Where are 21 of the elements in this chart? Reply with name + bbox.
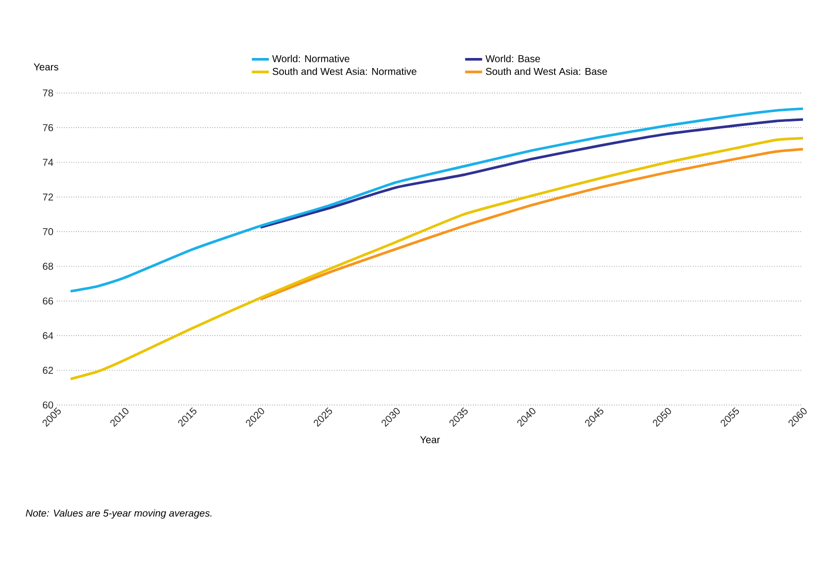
y-tick-label: 76 — [42, 124, 54, 132]
legend-label: World: Normative — [272, 54, 350, 62]
legend-label: World: Base — [485, 54, 540, 62]
y-tick-label: 74 — [42, 158, 54, 166]
text: Note: Values are 5-year moving averages. — [26, 509, 212, 519]
line-series — [259, 148, 803, 301]
y-tick-label: 72 — [42, 194, 53, 200]
y-tick-label: 64 — [42, 332, 54, 340]
line-series — [69, 107, 803, 293]
line-series — [259, 118, 803, 229]
x-axis-title: Year — [420, 436, 440, 444]
line-series — [69, 136, 803, 380]
y-axis-title: Years — [34, 64, 58, 70]
y-tick-label: 70 — [42, 228, 54, 236]
legend-label: South and West Asia: Base — [486, 68, 607, 75]
y-tick-label: 68 — [42, 262, 54, 270]
y-tick-label: 78 — [42, 89, 54, 97]
y-tick-label: 62 — [42, 366, 53, 374]
legend-label: South and West Asia: Normative — [272, 68, 416, 75]
y-tick-label: 66 — [42, 297, 54, 305]
y-tick-label: 60 — [42, 401, 54, 409]
